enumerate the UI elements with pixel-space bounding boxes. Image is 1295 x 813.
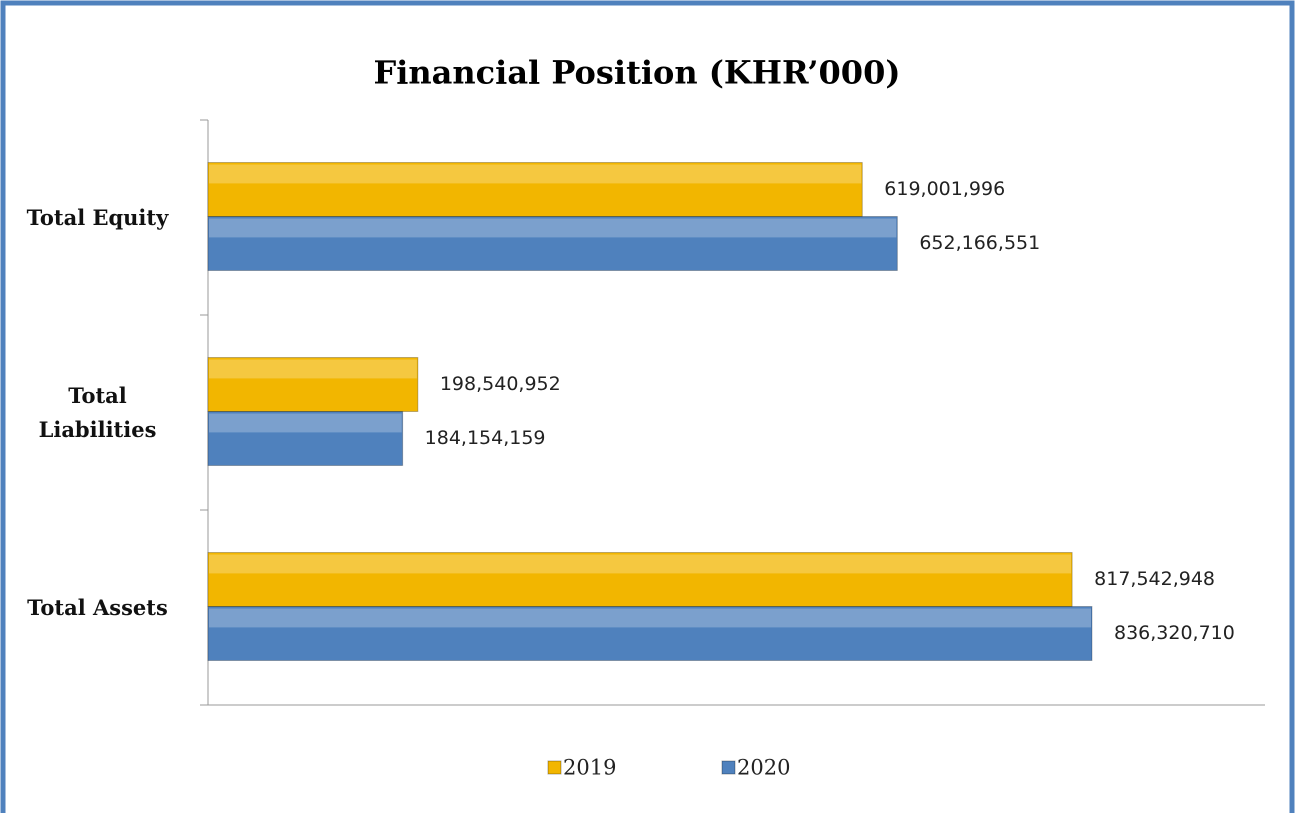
value-label: 652,166,551 bbox=[919, 232, 1040, 254]
legend-swatch bbox=[721, 760, 736, 775]
bar-highlight bbox=[209, 413, 402, 433]
bar-highlight bbox=[209, 608, 1091, 628]
bar bbox=[207, 411, 404, 466]
y-tick-label: Total Liabilities bbox=[38, 382, 157, 442]
bar bbox=[207, 606, 1093, 661]
bar-highlight bbox=[209, 218, 897, 238]
y-tick-label: Total Assets bbox=[27, 594, 168, 620]
value-label: 198,540,952 bbox=[440, 373, 561, 395]
bar bbox=[207, 216, 898, 271]
bar bbox=[207, 552, 1073, 607]
bar-highlight bbox=[209, 164, 862, 184]
value-label: 836,320,710 bbox=[1114, 622, 1235, 644]
legend-label: 2020 bbox=[737, 756, 790, 780]
legend-label: 2019 bbox=[563, 756, 616, 780]
legend-swatch bbox=[547, 760, 562, 775]
bar-highlight bbox=[209, 359, 417, 379]
value-label: 817,542,948 bbox=[1094, 568, 1215, 590]
bar-highlight bbox=[209, 554, 1072, 574]
y-tick-label: Total Equity bbox=[26, 204, 169, 230]
chart-title: Financial Position (KHR’000) bbox=[374, 54, 901, 92]
value-label: 619,001,996 bbox=[884, 178, 1005, 200]
bar bbox=[207, 357, 419, 412]
value-label: 184,154,159 bbox=[425, 427, 546, 449]
